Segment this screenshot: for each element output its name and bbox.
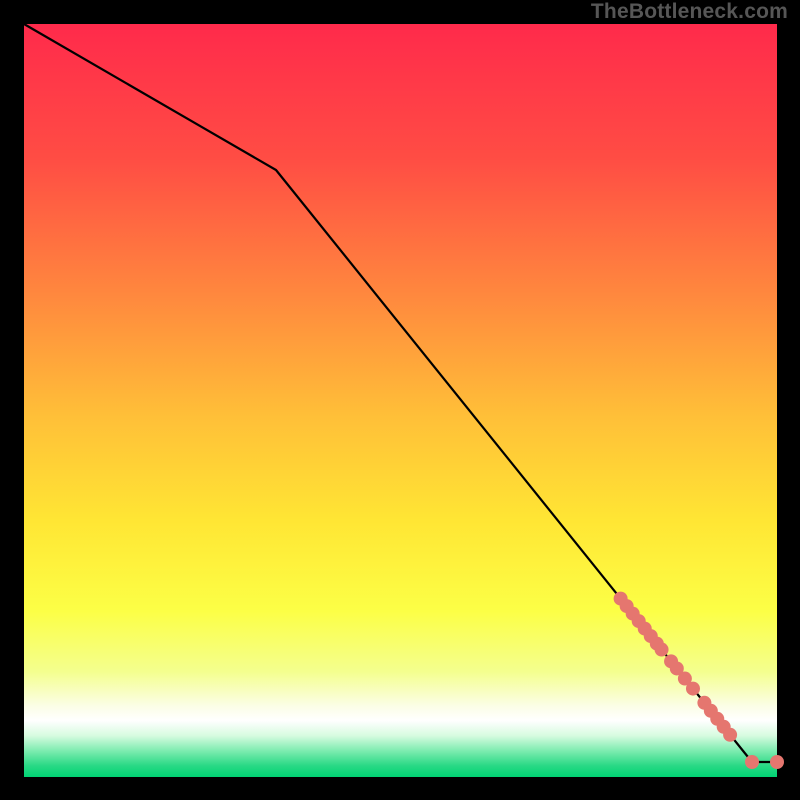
bottleneck-chart <box>0 0 800 800</box>
data-marker <box>723 728 737 742</box>
data-marker <box>686 682 700 696</box>
plot-background <box>24 24 777 777</box>
data-marker <box>770 755 784 769</box>
data-marker <box>655 643 669 657</box>
data-marker <box>745 755 759 769</box>
